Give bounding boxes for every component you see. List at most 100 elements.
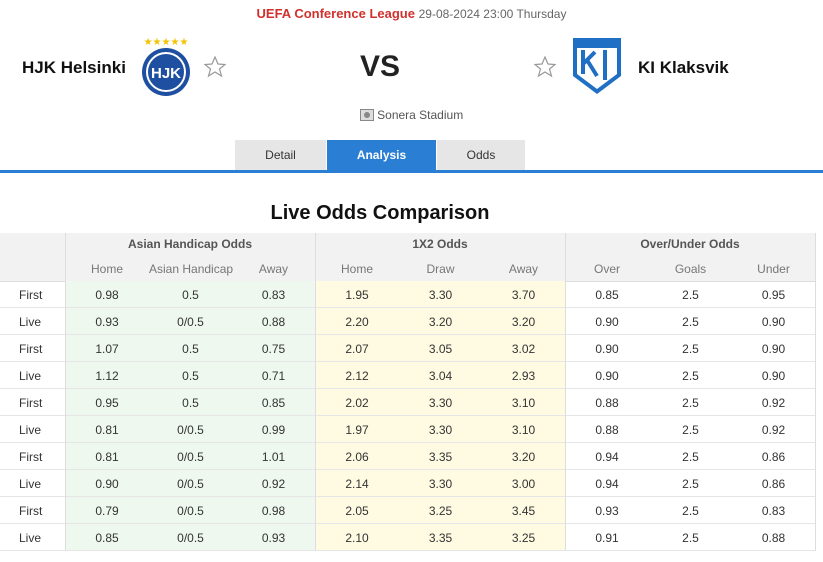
row-bg-1x2 [315,362,565,389]
row-bg-1x2 [315,389,565,416]
row-bg-1x2 [315,281,565,308]
row-type: Live [19,315,42,329]
row-type: First [19,396,43,410]
versus: VS [359,50,401,83]
odds-cell: 0.90 [761,315,786,329]
odds-cell: 0.86 [761,450,786,464]
odds-cell: 0/0.5 [177,477,204,491]
odds-cell: 0.95 [761,288,786,302]
row-bg-asian [65,416,315,443]
column-header: Away [508,262,539,276]
odds-cell: 2.5 [682,396,699,410]
odds-cell: 3.25 [428,504,453,518]
odds-cell: 1.07 [95,342,119,356]
odds-cell: 3.45 [511,504,536,518]
odds-cell: 0.90 [595,315,619,329]
match-info: UEFA Conference League 29-08-2024 23:00 … [0,6,823,21]
odds-cell: 3.25 [511,531,536,545]
odds-cell: 2.06 [345,450,369,464]
competition[interactable]: UEFA Conference League [256,6,415,21]
odds-table: Asian Handicap Odds 1X2 Odds Over/Under Od… [0,233,823,553]
group-header: Asian Handicap Odds [127,237,253,251]
row-line [0,550,815,551]
column-header: Under [757,262,790,276]
odds-cell: 3.20 [511,450,536,464]
row-line [0,496,815,497]
venue-icon [359,109,374,121]
odds-cell: 3.20 [511,315,536,329]
venue: Sonera Stadium [0,108,823,122]
odds-cell: 3.35 [428,531,453,545]
row-type: Live [19,423,42,437]
odds-cell: 0/0.5 [177,423,204,437]
odds-cell: 0.92 [261,477,286,491]
row-bg-1x2 [315,335,565,362]
row-line [0,415,815,416]
odds-cell: 2.5 [682,369,699,383]
row-bg-asian [65,497,315,524]
column-header: Over [593,262,620,276]
tab[interactable]: Odds [437,140,525,170]
odds-cell: 0.90 [595,369,619,383]
odds-cell: 0.90 [761,342,786,356]
row-bg-asian [65,281,315,308]
odds-cell: 2.20 [345,315,369,329]
odds-cell: 0.94 [595,477,619,491]
odds-cell: 0.5 [182,342,199,356]
odds-cell: 2.02 [345,396,369,410]
row-line [0,307,815,308]
favorite-star[interactable] [204,56,226,78]
row-line [0,469,815,470]
odds-cell: 0.91 [595,531,619,545]
column-divider [315,233,316,551]
odds-cell: 2.5 [682,531,699,545]
odds-cell: 2.5 [682,423,699,437]
away-team[interactable]: KI Klaksvik [638,58,729,77]
odds-cell: 0.95 [95,396,119,410]
row-type: Live [19,369,42,383]
row-bg-asian [65,362,315,389]
odds-cell: 0.85 [261,396,286,410]
row-line [0,334,815,335]
odds-cell: 0.5 [182,288,199,302]
odds-cell: 0.92 [761,423,786,437]
odds-cell: 2.14 [345,477,369,491]
svg-text:HJK: HJK [151,65,181,82]
home-team[interactable]: HJK Helsinki [22,58,126,77]
odds-cell: 0/0.5 [177,531,204,545]
odds-cell: 0.86 [761,477,786,491]
odds-cell: 3.02 [511,342,536,356]
svg-text:★★★★★: ★★★★★ [144,37,189,48]
odds-cell: 0.94 [595,450,619,464]
odds-cell: 0.98 [95,288,119,302]
odds-cell: 0.88 [595,423,619,437]
odds-cell: 2.5 [682,450,699,464]
row-bg-asian [65,335,315,362]
odds-cell: 0/0.5 [177,315,204,329]
column-divider [65,233,66,551]
odds-cell: 0.79 [95,504,119,518]
row-bg-1x2 [315,416,565,443]
odds-cell: 0.93 [261,531,286,545]
odds-cell: 0.90 [95,477,119,491]
column-divider [565,233,566,551]
row-type: First [19,450,43,464]
odds-cell: 0.88 [595,396,619,410]
row-type: First [19,288,43,302]
tab[interactable]: Detail [235,140,326,170]
tab[interactable]: Analysis [327,140,436,170]
odds-cell: 0.88 [761,531,786,545]
favorite-star[interactable] [534,56,556,78]
row-bg-asian [65,308,315,335]
odds-cell: 0.93 [595,504,619,518]
odds-cell: 0.88 [261,315,286,329]
odds-cell: 3.35 [428,450,453,464]
column-header: Home [340,262,373,276]
odds-cell: 2.05 [345,504,369,518]
odds-cell: 3.00 [511,477,536,491]
column-header: Draw [426,262,455,276]
section-title: Live Odds Comparison [270,202,490,224]
odds-cell: 2.12 [345,369,369,383]
odds-cell: 2.10 [345,531,369,545]
row-bg-asian [65,524,315,551]
